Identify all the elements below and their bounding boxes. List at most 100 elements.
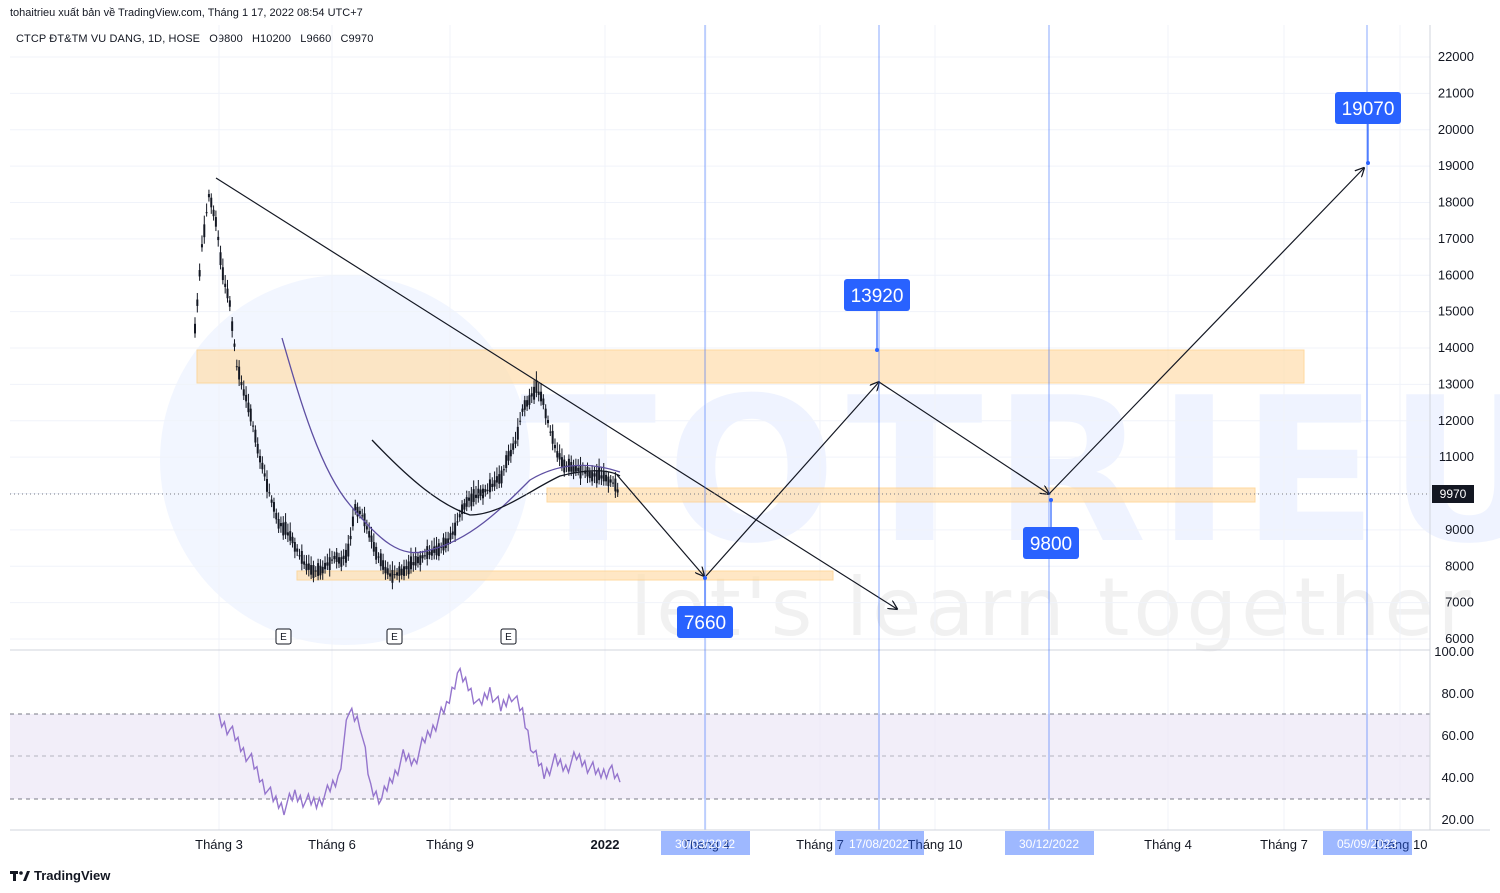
candle-body[interactable]: [407, 561, 410, 575]
candle-body[interactable]: [307, 563, 310, 570]
rsi-line[interactable]: [218, 666, 621, 816]
candle-body[interactable]: [454, 522, 457, 536]
candle-body[interactable]: [481, 488, 484, 499]
candle-body[interactable]: [398, 566, 401, 576]
candle-body[interactable]: [403, 566, 406, 576]
candle-body[interactable]: [602, 471, 605, 482]
earnings-marker-2[interactable]: [386, 628, 403, 645]
candle-body[interactable]: [423, 555, 426, 557]
candle-body[interactable]: [558, 453, 561, 460]
candle-body[interactable]: [372, 542, 375, 552]
candle-body[interactable]: [265, 478, 268, 492]
candle-body[interactable]: [551, 430, 554, 444]
candle-body[interactable]: [277, 518, 280, 529]
candle-body[interactable]: [238, 366, 241, 380]
candle-body[interactable]: [231, 321, 234, 331]
candle-body[interactable]: [472, 489, 475, 502]
candle-body[interactable]: [368, 531, 371, 538]
candle-body[interactable]: [363, 513, 366, 527]
candle-body[interactable]: [442, 537, 445, 551]
price-axis[interactable]: 22000 21000 20000 19000 18000 17000 16000 15000…: [1438, 49, 1474, 646]
candle-body[interactable]: [326, 562, 329, 566]
candle-body[interactable]: [328, 557, 331, 571]
candle-body[interactable]: [300, 550, 303, 564]
candle-body[interactable]: [382, 560, 385, 570]
candle-body[interactable]: [245, 394, 248, 402]
candle-body[interactable]: [272, 502, 275, 512]
candle-body[interactable]: [203, 224, 206, 238]
candle-body[interactable]: [563, 459, 566, 473]
candle-body[interactable]: [440, 546, 443, 548]
proj-leg-1[interactable]: [616, 474, 704, 576]
candle-body[interactable]: [344, 549, 347, 563]
candle-body[interactable]: [298, 555, 301, 557]
candle-body[interactable]: [502, 469, 505, 471]
candle-body[interactable]: [475, 494, 478, 498]
candle-body[interactable]: [205, 212, 208, 214]
candle-body[interactable]: [296, 548, 299, 552]
candle-body[interactable]: [540, 391, 543, 402]
candle-body[interactable]: [351, 516, 354, 527]
candle-body[interactable]: [577, 467, 580, 472]
symbol-name[interactable]: CTCP ĐT&TM VU DANG, 1D, HOSE: [16, 33, 201, 45]
callout-9800[interactable]: 9800: [1023, 498, 1079, 559]
candle-body[interactable]: [365, 526, 368, 530]
candle-body[interactable]: [509, 449, 512, 457]
candle-body[interactable]: [254, 429, 257, 443]
candle-body[interactable]: [396, 572, 399, 576]
candle-body[interactable]: [198, 270, 201, 277]
candle-body[interactable]: [433, 546, 436, 553]
candle-body[interactable]: [600, 475, 603, 479]
date-tag-4[interactable]: [1323, 831, 1412, 855]
candle-body[interactable]: [544, 408, 547, 419]
candle-body[interactable]: [370, 535, 373, 542]
callout-13920[interactable]: 13920: [844, 279, 910, 352]
candle-body[interactable]: [572, 466, 575, 473]
candle-body[interactable]: [228, 300, 231, 307]
candle-body[interactable]: [535, 380, 538, 393]
candle-body[interactable]: [207, 194, 210, 198]
proj-leg-3[interactable]: [878, 381, 1049, 494]
candle-body[interactable]: [275, 512, 278, 520]
candle-body[interactable]: [319, 565, 322, 576]
candle-body[interactable]: [507, 451, 510, 461]
candle-body[interactable]: [279, 523, 282, 527]
candle-body[interactable]: [528, 395, 531, 405]
proj-leg-4[interactable]: [1048, 168, 1364, 495]
candle-body[interactable]: [574, 465, 577, 472]
candle-body[interactable]: [226, 288, 229, 299]
candle-body[interactable]: [498, 474, 501, 484]
candle-body[interactable]: [530, 393, 533, 397]
candle-body[interactable]: [505, 455, 508, 468]
candle-body[interactable]: [553, 445, 556, 449]
candle-body[interactable]: [605, 474, 608, 482]
candle-body[interactable]: [270, 499, 273, 503]
candle-body[interactable]: [321, 566, 324, 574]
candle-body[interactable]: [421, 555, 424, 559]
candle-body[interactable]: [389, 573, 392, 577]
callout-7660[interactable]: 7660: [677, 576, 733, 638]
candle-body[interactable]: [252, 425, 255, 427]
candle-body[interactable]: [358, 510, 361, 515]
candle-body[interactable]: [470, 493, 473, 507]
candle-body[interactable]: [247, 402, 250, 413]
candle-body[interactable]: [391, 569, 394, 583]
candle-body[interactable]: [393, 574, 396, 576]
candle-body[interactable]: [333, 555, 336, 560]
resistance-zone[interactable]: [196, 349, 1305, 384]
candle-body[interactable]: [284, 521, 287, 535]
candle-body[interactable]: [312, 565, 315, 578]
candle-body[interactable]: [484, 489, 487, 493]
candle-body[interactable]: [361, 515, 364, 517]
candle-body[interactable]: [347, 543, 350, 557]
candle-body[interactable]: [584, 470, 587, 474]
candle-body[interactable]: [263, 473, 266, 477]
candle-body[interactable]: [305, 563, 308, 571]
candle-body[interactable]: [549, 431, 552, 433]
candle-body[interactable]: [416, 556, 419, 564]
candle-body[interactable]: [291, 536, 294, 544]
support-zone[interactable]: [296, 570, 834, 581]
candle-body[interactable]: [335, 552, 338, 562]
candle-body[interactable]: [342, 555, 345, 559]
candle-body[interactable]: [303, 561, 306, 565]
